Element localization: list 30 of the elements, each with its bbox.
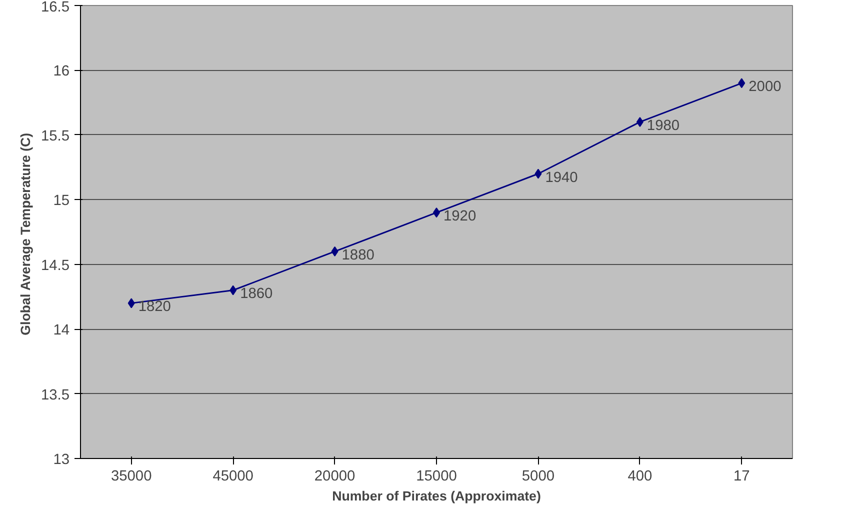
annotation: 1860 <box>240 286 273 302</box>
y-tick-label: 13 <box>53 452 70 468</box>
annotation: 1920 <box>444 208 476 225</box>
y-tick-label: 14 <box>53 322 70 339</box>
x-axis-title: Number of Pirates (Approximate) <box>332 488 541 504</box>
y-tick-label: 15 <box>53 193 70 210</box>
annotation: 2000 <box>748 79 782 96</box>
annotation: 1940 <box>545 170 578 186</box>
point <box>534 168 542 179</box>
y-tick-label: 14.5 <box>40 258 70 274</box>
point <box>331 246 338 256</box>
y-tick-label: 15.5 <box>40 128 70 144</box>
y-tick-label: 13.5 <box>40 387 70 404</box>
y-tick-label: 16 <box>53 64 70 80</box>
point <box>128 298 135 308</box>
point <box>636 116 644 127</box>
y-axis-title: Global Average Temperature (C) <box>18 132 33 336</box>
x-tick-label: 45000 <box>212 468 254 484</box>
x-tick-label: 400 <box>628 468 652 484</box>
annotation: 1980 <box>646 118 680 134</box>
x-tick-label: 35000 <box>110 468 152 484</box>
annotation: 1820 <box>138 299 171 316</box>
point <box>738 78 746 88</box>
x-tick-label: 20000 <box>314 468 356 484</box>
x-tick-label: 17 <box>733 468 750 484</box>
x-tick-label: 5000 <box>522 468 555 484</box>
y-tick-label: 16.5 <box>40 0 70 16</box>
annotation: 1880 <box>342 247 374 264</box>
point <box>230 285 237 296</box>
x-tick-label: 15000 <box>416 468 457 484</box>
